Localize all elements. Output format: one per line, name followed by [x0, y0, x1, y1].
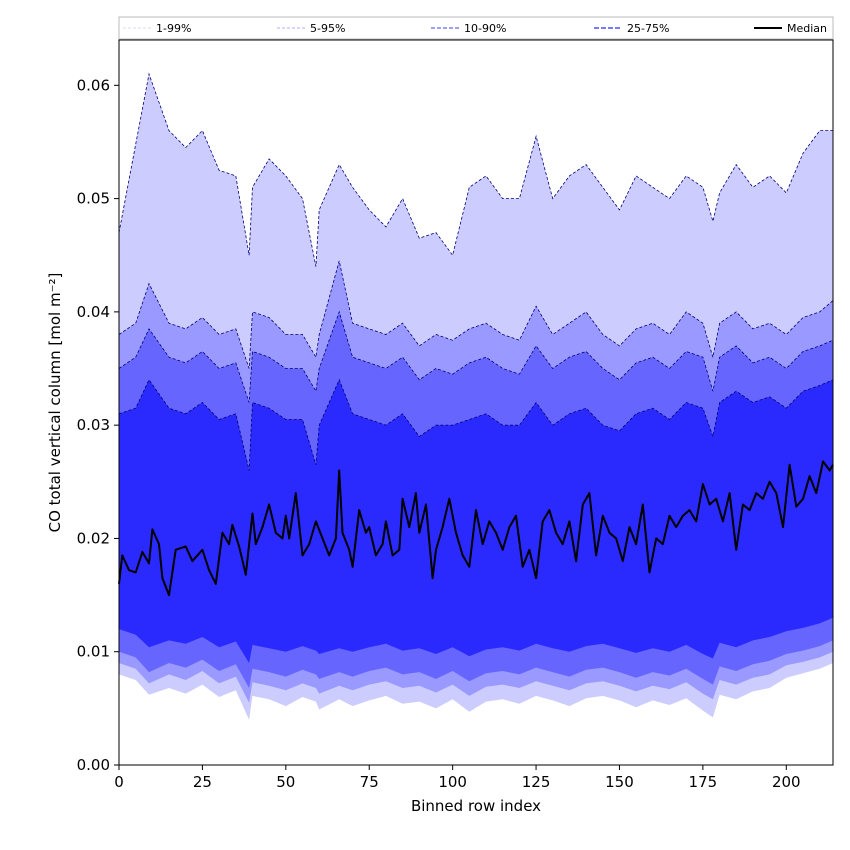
band-4: [119, 379, 833, 663]
series-line-median: [118, 460, 834, 597]
legend-label: 25-75%: [627, 22, 669, 35]
x-tick-label: 50: [276, 773, 295, 791]
plot-frame: [118, 39, 834, 766]
y-tick-label: 0.01: [77, 643, 110, 661]
x-axis-title: Binned row index: [411, 797, 541, 815]
legend-label: Median: [787, 22, 827, 35]
lines-layer: [118, 460, 834, 597]
x-tick-label: 0: [114, 773, 124, 791]
y-tick-label: 0.04: [77, 303, 110, 321]
legend-label: 1-99%: [156, 22, 191, 35]
x-tick-label: 200: [772, 773, 801, 791]
y-tick-label: 0.00: [77, 756, 110, 774]
y-tick-label: 0.03: [77, 416, 110, 434]
y-tick-label: 0.02: [77, 529, 110, 547]
y-tick-label: 0.05: [77, 190, 110, 208]
legend: 1-99% 5-95% 10-90% 25-75% Median: [118, 16, 834, 40]
x-tick-label: 75: [360, 773, 379, 791]
legend-label: 5-95%: [310, 22, 345, 35]
band-upper-line-4: [118, 378, 834, 471]
y-tick-label: 0.06: [77, 76, 110, 94]
legend-box: [118, 16, 834, 40]
y-axis-title: CO total vertical column [mol m⁻²]: [46, 273, 64, 533]
legend-label: 10-90%: [464, 22, 506, 35]
band-upper-line-3: [118, 310, 834, 403]
band-upper-line-2: [118, 260, 834, 369]
x-tick-label: 150: [605, 773, 634, 791]
x-tick-label: 25: [193, 773, 212, 791]
bands-layer: [118, 72, 834, 720]
x-tick-label: 175: [689, 773, 718, 791]
x-tick-label: 100: [438, 773, 467, 791]
x-tick-label: 125: [522, 773, 551, 791]
ticks-layer: 0 25 50 75 100 125 150 175 200 0.00 0.01 0.02 0.03 0.…: [77, 76, 801, 791]
